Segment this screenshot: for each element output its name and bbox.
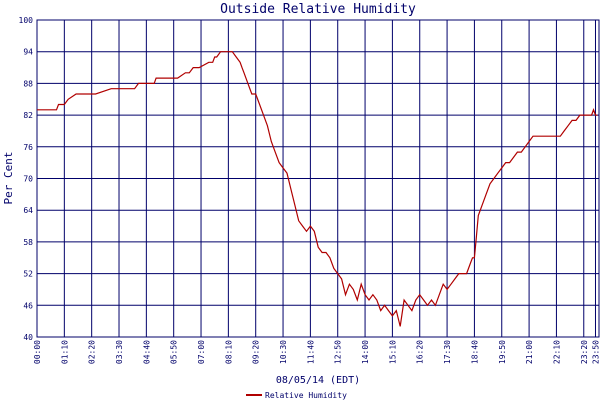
x-tick-label: 12:50 (334, 340, 343, 364)
x-tick-label: 18:40 (470, 340, 479, 364)
x-tick-label: 23:50 (591, 340, 600, 364)
x-tick-labels: 00:00 01:10 02:20 03:30 04:40 05:50 07:00 08:10… (33, 340, 600, 364)
x-tick-label: 00:00 (33, 340, 42, 364)
chart-title: Outside Relative Humidity (220, 2, 416, 17)
plot-grid (36, 19, 600, 338)
x-tick-label: 17:30 (443, 340, 452, 364)
y-tick-label: 46 (23, 301, 33, 310)
x-tick-label: 04:40 (142, 340, 151, 364)
y-tick-labels: 40 46 52 58 64 70 76 82 88 94 100 (19, 16, 34, 342)
y-tick-label: 58 (23, 238, 33, 247)
y-tick-label: 40 (23, 333, 33, 342)
x-tick-label: 21:00 (525, 340, 534, 364)
y-tick-label: 76 (23, 143, 33, 152)
x-axis-label: 08/05/14 (EDT) (276, 375, 360, 386)
x-tick-label: 09:20 (252, 340, 261, 364)
y-tick-label: 94 (23, 48, 33, 57)
x-tick-label: 23:20 (580, 340, 589, 364)
x-tick-label: 19:50 (498, 340, 507, 364)
y-tick-label: 64 (23, 206, 33, 215)
x-tick-label: 01:10 (60, 340, 69, 364)
x-tick-label: 11:40 (306, 340, 315, 364)
x-tick-label: 08:10 (224, 340, 233, 364)
x-tick-label: 22:10 (552, 340, 561, 364)
y-tick-label: 70 (23, 175, 33, 184)
x-tick-label: 07:00 (197, 340, 206, 364)
series-group (37, 51, 598, 327)
y-tick-label: 52 (23, 270, 33, 279)
y-tick-label: 82 (23, 111, 33, 120)
x-tick-label: 14:00 (361, 340, 370, 364)
legend-label: Relative Humidity (265, 391, 347, 400)
x-tick-label: 03:30 (115, 340, 124, 364)
x-tick-label: 02:20 (88, 340, 97, 364)
y-tick-label: 88 (23, 79, 33, 88)
series-line-relative-humidity (37, 51, 598, 327)
x-tick-label: 16:20 (416, 340, 425, 364)
x-tick-label: 10:30 (279, 340, 288, 364)
y-axis-label: Per Cent (2, 152, 15, 205)
y-tick-label: 100 (19, 16, 34, 25)
legend: Relative Humidity (246, 391, 347, 400)
x-tick-label: 15:10 (388, 340, 397, 364)
x-tick-label: 05:50 (170, 340, 179, 364)
